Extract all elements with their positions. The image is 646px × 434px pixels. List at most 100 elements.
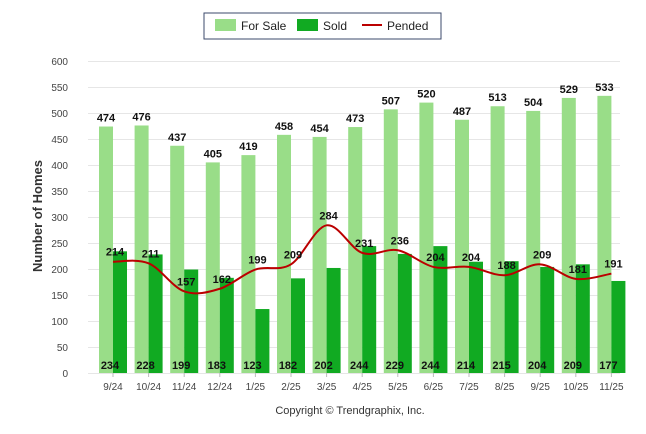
y-tick-label: 200 bbox=[51, 265, 68, 276]
y-tick-label: 400 bbox=[51, 161, 68, 172]
bar-for-sale bbox=[277, 134, 291, 373]
label-sold: 244 bbox=[350, 360, 369, 372]
bar-for-sale bbox=[526, 110, 541, 374]
copyright: Copyright © Trendgraphix, Inc. bbox=[275, 405, 424, 417]
y-axis-label: Number of Homes bbox=[30, 160, 45, 272]
label-for-sale: 533 bbox=[595, 82, 613, 94]
label-sold: 182 bbox=[279, 360, 297, 372]
bar-sold bbox=[362, 246, 377, 373]
legend-box bbox=[203, 12, 442, 40]
bar-for-sale bbox=[134, 125, 149, 373]
y-tick-label: 250 bbox=[51, 239, 68, 250]
bar-sold bbox=[397, 253, 412, 373]
y-tick-label: 500 bbox=[51, 109, 68, 120]
bar-sold bbox=[291, 278, 305, 373]
label-for-sale: 473 bbox=[346, 113, 364, 125]
x-tick-label: 3/25 bbox=[317, 382, 337, 393]
pended-line bbox=[112, 224, 612, 295]
label-for-sale: 419 bbox=[239, 141, 257, 153]
bar-sold bbox=[469, 261, 483, 373]
x-tick-label: 9/25 bbox=[530, 382, 550, 393]
bar-sold bbox=[611, 280, 626, 373]
bar-for-sale bbox=[99, 126, 113, 374]
label-for-sale: 458 bbox=[275, 121, 293, 133]
label-for-sale: 474 bbox=[97, 113, 116, 125]
bar-for-sale bbox=[490, 106, 505, 374]
legend-label-for-sale: For Sale bbox=[241, 19, 287, 33]
bar-sold bbox=[540, 266, 555, 373]
label-sold: 228 bbox=[136, 360, 154, 372]
data-labels: 474 234 476 228 437 199 405 183 419 123 458 182 454 2… bbox=[97, 82, 623, 372]
label-sold: 214 bbox=[457, 360, 476, 372]
label-pended: 199 bbox=[248, 255, 266, 267]
label-pended: 231 bbox=[355, 238, 373, 250]
x-tick-label: 10/25 bbox=[563, 382, 588, 393]
bar-for-sale bbox=[383, 109, 398, 374]
x-tick-label: 12/24 bbox=[207, 382, 232, 393]
legend-label-sold: Sold bbox=[323, 19, 347, 33]
x-tick-label: 2/25 bbox=[281, 382, 301, 393]
legend: For Sale Sold Pended bbox=[203, 12, 442, 40]
y-tick-label: 600 bbox=[51, 57, 68, 68]
bar-for-sale bbox=[241, 155, 256, 373]
y-tick-label: 300 bbox=[51, 213, 68, 224]
x-tick-label: 9/24 bbox=[103, 382, 123, 393]
label-for-sale: 476 bbox=[132, 111, 150, 123]
label-pended: 162 bbox=[213, 274, 231, 286]
label-sold: 199 bbox=[172, 360, 190, 372]
label-pended: 211 bbox=[142, 248, 160, 260]
label-pended: 236 bbox=[391, 235, 409, 247]
label-pended: 214 bbox=[106, 247, 125, 259]
label-pended: 204 bbox=[462, 252, 481, 264]
bar-sold bbox=[255, 309, 270, 373]
x-tick-label: 6/25 bbox=[424, 382, 444, 393]
bar-sold bbox=[504, 261, 519, 373]
label-for-sale: 454 bbox=[310, 123, 329, 135]
bar-sold bbox=[575, 264, 590, 373]
label-pended: 181 bbox=[569, 264, 587, 276]
x-tick-label: 7/25 bbox=[459, 382, 479, 393]
y-axis-ticks: 0 50 100 150 200 250 300 350 400 450 500 550 600 bbox=[51, 57, 68, 380]
label-for-sale: 504 bbox=[524, 97, 543, 109]
x-tick-label: 1/25 bbox=[246, 382, 266, 393]
bar-for-sale bbox=[561, 97, 576, 374]
bar-for-sale bbox=[205, 162, 220, 373]
x-tick-label: 11/24 bbox=[172, 382, 197, 393]
bar-sold bbox=[326, 267, 341, 373]
x-axis-ticks: 9/24 10/24 11/24 12/24 1/25 2/25 3/25 4/25 5/25 6… bbox=[103, 373, 624, 393]
label-sold: 229 bbox=[386, 360, 404, 372]
label-for-sale: 437 bbox=[168, 132, 186, 144]
label-sold: 183 bbox=[208, 360, 226, 372]
label-for-sale: 520 bbox=[417, 89, 435, 101]
label-pended: 209 bbox=[284, 249, 302, 261]
bar-for-sale bbox=[597, 95, 612, 373]
y-tick-label: 0 bbox=[62, 369, 68, 380]
x-tick-label: 4/25 bbox=[352, 382, 372, 393]
label-sold: 123 bbox=[243, 360, 261, 372]
bar-sold bbox=[113, 251, 127, 373]
pended-series-line bbox=[112, 224, 612, 295]
bar-sold bbox=[219, 277, 234, 373]
bar-sold bbox=[184, 269, 199, 373]
label-for-sale: 487 bbox=[453, 106, 471, 118]
label-pended: 191 bbox=[604, 259, 622, 271]
legend-swatch-for-sale bbox=[215, 19, 236, 31]
y-tick-label: 550 bbox=[51, 83, 68, 94]
bar-for-sale bbox=[419, 102, 434, 373]
x-tick-label: 10/24 bbox=[136, 382, 161, 393]
bar-sold bbox=[148, 254, 163, 373]
label-sold: 234 bbox=[101, 360, 120, 372]
label-sold: 204 bbox=[528, 360, 547, 372]
label-for-sale: 529 bbox=[560, 84, 578, 96]
bar-sold bbox=[433, 246, 448, 373]
label-sold: 209 bbox=[564, 360, 582, 372]
label-pended: 188 bbox=[497, 260, 515, 272]
label-sold: 202 bbox=[314, 360, 332, 372]
bar-for-sale bbox=[348, 127, 363, 373]
label-sold: 177 bbox=[599, 360, 617, 372]
x-tick-label: 11/25 bbox=[599, 382, 624, 393]
label-pended: 204 bbox=[426, 252, 445, 264]
legend-label-pended: Pended bbox=[387, 19, 428, 33]
x-tick-label: 5/25 bbox=[388, 382, 408, 393]
